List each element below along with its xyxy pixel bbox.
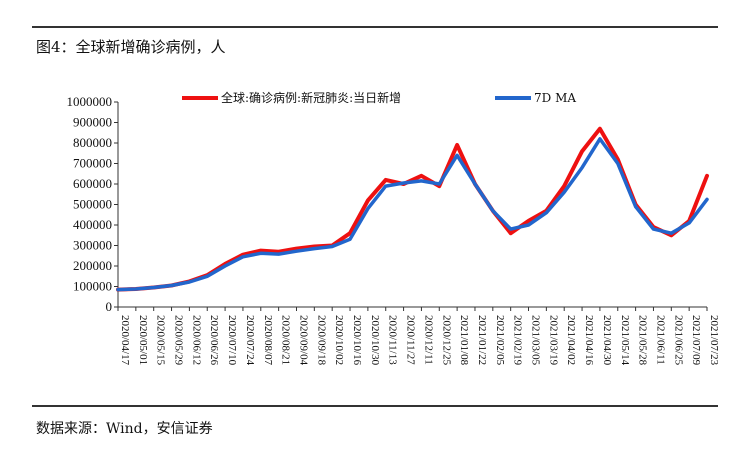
x-tick-label: 2021/02/05 (494, 315, 506, 366)
y-tick-label: 600000 (73, 176, 112, 191)
y-tick-label: 1000000 (67, 94, 113, 109)
y-tick-label: 300000 (73, 238, 112, 253)
x-tick-label: 2020/05/29 (173, 315, 185, 366)
x-tick-label: 2020/12/25 (440, 315, 452, 366)
x-tick-label: 2020/05/15 (155, 315, 167, 366)
x-tick-label: 2020/09/18 (315, 315, 327, 366)
figure-title: 图4：全球新增确诊病例，人 (36, 38, 226, 56)
x-tick-label: 2021/04/30 (601, 315, 613, 366)
x-tick-label: 2021/03/05 (530, 315, 542, 366)
x-tick-label: 2021/05/14 (619, 315, 631, 366)
y-tick-label: 900000 (73, 115, 112, 130)
x-tick-label: 2020/11/27 (405, 315, 417, 365)
x-tick-label: 2020/04/17 (119, 315, 131, 366)
x-tick-label: 2021/07/09 (690, 315, 702, 366)
series-line-7d-ma (116, 137, 709, 292)
x-tick-label: 2021/01/22 (476, 315, 488, 365)
x-tick-label: 2020/10/16 (351, 315, 363, 366)
x-tick-label: 2020/06/26 (208, 315, 220, 366)
y-tick-label: 200000 (73, 258, 112, 273)
source-note: 数据来源：Wind，安信证券 (36, 421, 213, 437)
x-tick-label: 2021/04/16 (583, 315, 595, 366)
y-tick-label: 100000 (73, 279, 112, 294)
y-tick-label: 0 (106, 299, 113, 314)
series-layer (116, 126, 709, 292)
x-tick-label: 2020/10/30 (369, 315, 381, 366)
x-tick-label: 2020/08/21 (280, 315, 292, 365)
x-tick-label: 2021/07/23 (708, 315, 720, 366)
x-tick-label: 2020/05/01 (137, 315, 149, 365)
x-tick-label: 2021/02/19 (512, 315, 524, 366)
legend-label-daily: 全球:确诊病例:新冠肺炎:当日新增 (221, 90, 401, 105)
y-tick-label: 800000 (73, 135, 112, 150)
x-tick-label: 2020/07/24 (244, 315, 256, 366)
x-tick-label: 2021/05/28 (637, 315, 649, 366)
x-tick-label: 2020/11/13 (387, 315, 399, 365)
x-tick-label: 2021/06/25 (672, 315, 684, 366)
y-tick-label: 400000 (73, 217, 112, 232)
series-line-daily (116, 126, 709, 292)
x-tick-label: 2020/09/04 (297, 315, 309, 366)
x-tick-label: 2021/01/08 (458, 315, 470, 366)
x-tick-label: 2020/10/02 (333, 315, 345, 365)
legend-label-ma: 7D MA (534, 91, 576, 105)
x-tick-label: 2020/08/07 (262, 315, 274, 366)
x-tick-label: 2021/06/11 (654, 315, 666, 365)
y-tick-label: 500000 (73, 197, 112, 212)
bottom-rule (32, 405, 718, 407)
x-tick-label: 2021/03/19 (547, 315, 559, 366)
x-tick-label: 2020/06/12 (190, 315, 202, 365)
x-tick-label: 2021/04/02 (565, 315, 577, 365)
x-tick-label: 2020/07/10 (226, 315, 238, 366)
x-tick-label: 2020/12/11 (422, 315, 434, 365)
y-tick-label: 700000 (73, 156, 112, 171)
legend: 全球:确诊病例:新冠肺炎:当日新增 7D MA (182, 90, 576, 105)
axes: 0 100000 200000 300000 400000 500000 600000 700… (67, 94, 721, 366)
top-rule (32, 26, 718, 28)
